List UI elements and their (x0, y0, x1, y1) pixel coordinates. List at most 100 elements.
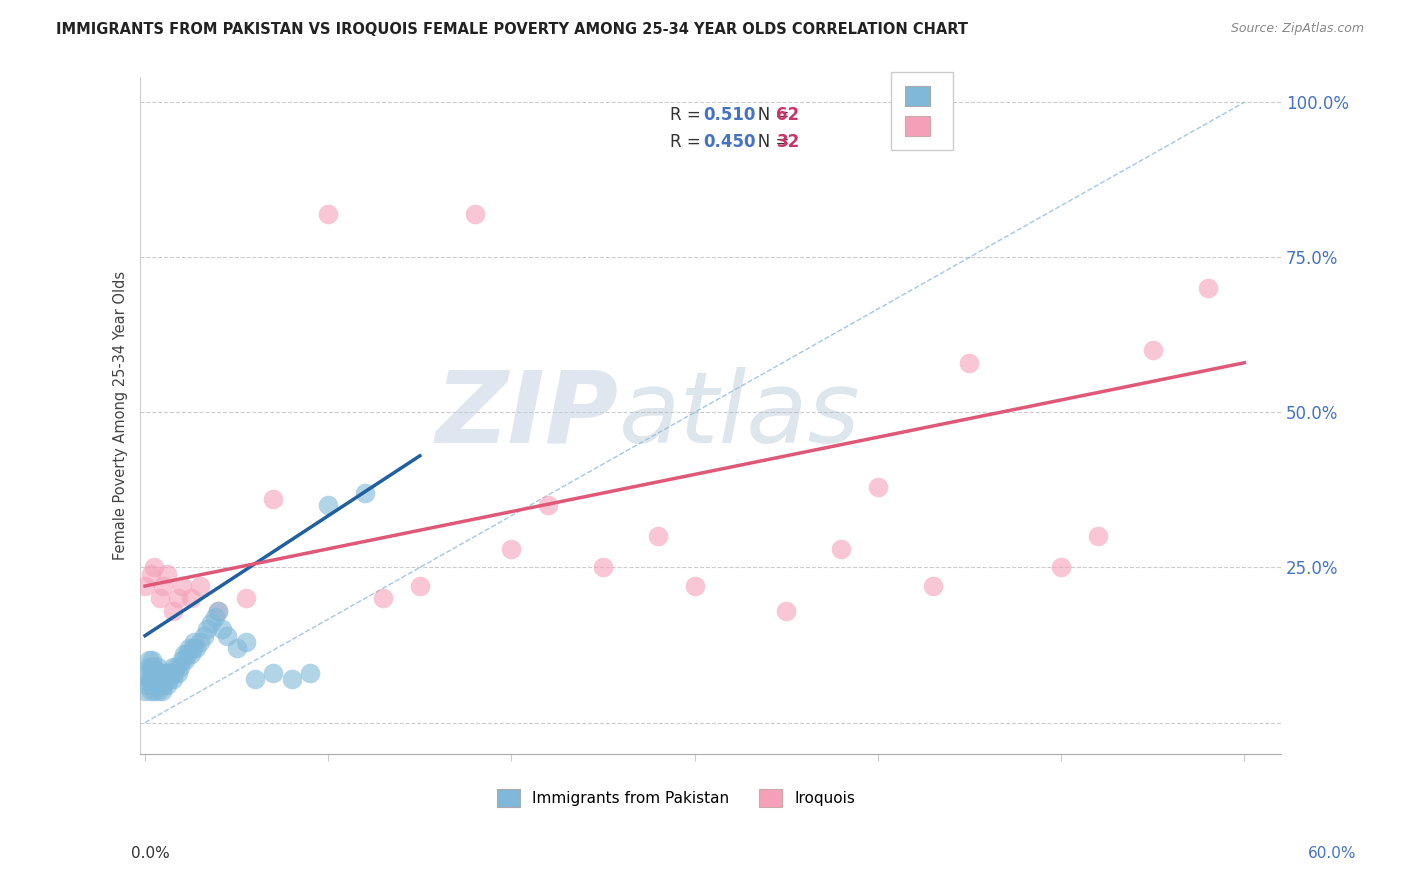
Point (156, 665, 179, 680)
Text: 0.0%: 0.0% (131, 846, 170, 861)
Text: N =: N = (742, 133, 794, 151)
Point (280, 672, 302, 686)
Point (354, 486, 377, 500)
Point (170, 579, 193, 593)
Point (204, 610, 226, 624)
Point (138, 653, 160, 667)
Point (156, 678, 179, 692)
Text: Source: ZipAtlas.com: Source: ZipAtlas.com (1230, 22, 1364, 36)
Point (162, 659, 184, 673)
Point (145, 665, 167, 680)
Point (141, 678, 163, 692)
Text: R =: R = (671, 133, 711, 151)
Point (176, 647, 198, 661)
Point (373, 591, 395, 606)
Text: 60.0%: 60.0% (1309, 846, 1357, 861)
Point (146, 672, 169, 686)
Text: IMMIGRANTS FROM PAKISTAN VS IROQUOIS FEMALE POVERTY AMONG 25-34 YEAR OLDS CORREL: IMMIGRANTS FROM PAKISTAN VS IROQUOIS FEM… (56, 22, 969, 37)
Point (143, 672, 166, 686)
Point (316, 207, 339, 221)
Legend: Immigrants from Pakistan, Iroquois: Immigrants from Pakistan, Iroquois (491, 782, 862, 814)
Text: 62: 62 (776, 105, 800, 124)
Point (235, 635, 257, 649)
Point (262, 492, 284, 507)
Point (149, 665, 172, 680)
Point (139, 684, 162, 698)
Point (156, 566, 179, 581)
Text: N =: N = (742, 105, 794, 124)
Point (153, 672, 176, 686)
Point (207, 604, 229, 618)
Point (162, 604, 184, 618)
Point (217, 629, 239, 643)
Point (537, 499, 560, 513)
Point (180, 647, 202, 661)
Point (592, 560, 614, 574)
Point (152, 665, 174, 680)
Text: 32: 32 (776, 133, 800, 151)
Point (152, 678, 174, 692)
Point (143, 684, 166, 698)
Text: 0.450: 0.450 (703, 133, 756, 151)
Point (163, 665, 186, 680)
Point (195, 623, 218, 637)
Point (146, 684, 169, 698)
Point (134, 579, 156, 593)
Point (647, 529, 669, 543)
Point (186, 641, 208, 656)
Point (243, 672, 266, 686)
Point (225, 641, 247, 656)
Point (683, 579, 706, 593)
Point (135, 665, 157, 680)
Point (207, 604, 229, 618)
Point (167, 591, 190, 606)
Point (134, 684, 156, 698)
Point (1142, 343, 1164, 358)
Text: atlas: atlas (619, 367, 860, 464)
Point (183, 635, 205, 649)
Point (149, 678, 172, 692)
Point (501, 541, 523, 556)
Point (193, 629, 215, 643)
Point (316, 499, 339, 513)
Point (775, 604, 797, 618)
Point (1197, 281, 1219, 295)
Point (188, 635, 211, 649)
Point (174, 653, 197, 667)
Point (211, 623, 233, 637)
Point (150, 684, 173, 698)
Point (135, 678, 157, 692)
Point (959, 356, 981, 370)
Point (169, 659, 191, 673)
Point (139, 672, 162, 686)
Point (177, 641, 200, 656)
Point (149, 591, 172, 606)
Point (464, 207, 486, 221)
Point (173, 647, 195, 661)
Point (409, 579, 432, 593)
Text: R =: R = (671, 105, 711, 124)
Point (200, 616, 222, 631)
Point (145, 678, 167, 692)
Point (143, 659, 166, 673)
Point (830, 541, 852, 556)
Point (235, 591, 257, 606)
Point (165, 659, 187, 673)
Point (139, 659, 162, 673)
Point (141, 665, 163, 680)
Point (1087, 529, 1109, 543)
Point (180, 591, 202, 606)
Point (262, 665, 284, 680)
Point (159, 665, 181, 680)
Point (143, 560, 166, 574)
Point (139, 566, 162, 581)
Point (146, 659, 169, 673)
Point (167, 665, 190, 680)
Point (188, 579, 211, 593)
Text: 0.510: 0.510 (703, 105, 756, 124)
Point (298, 665, 321, 680)
Point (921, 579, 943, 593)
Point (138, 672, 160, 686)
Point (162, 672, 184, 686)
Text: ZIP: ZIP (436, 367, 619, 464)
